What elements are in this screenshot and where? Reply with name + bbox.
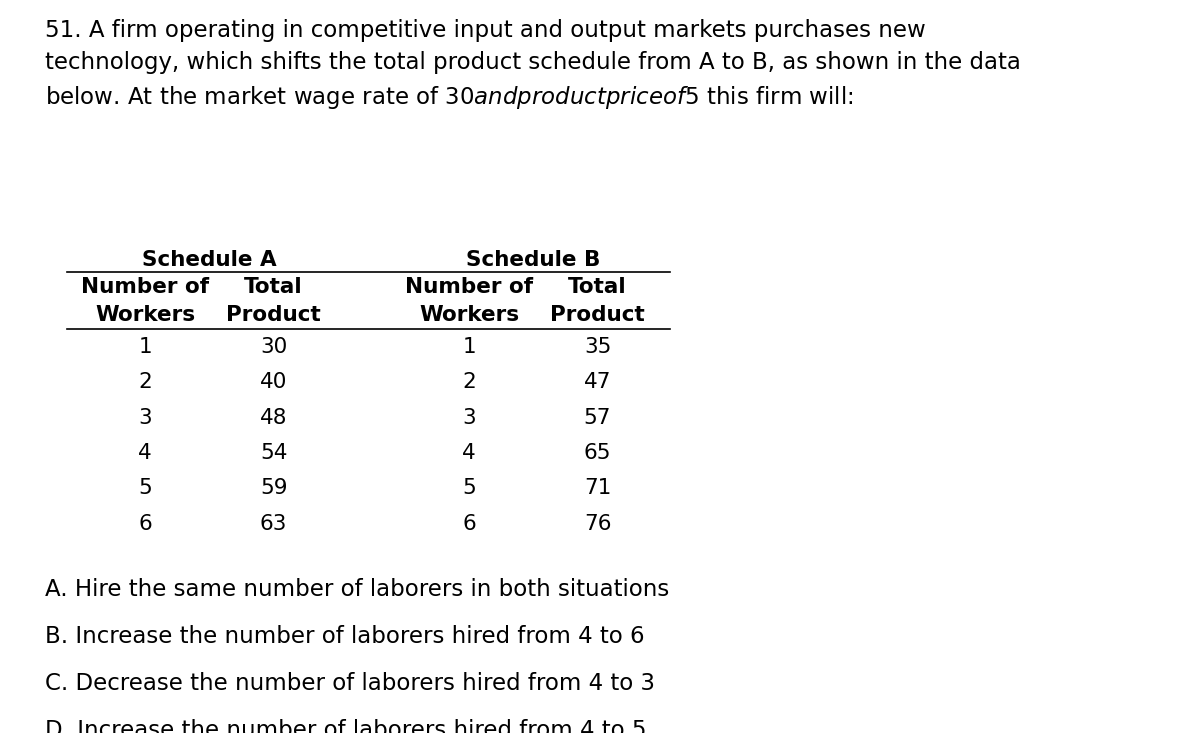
Text: 2: 2 (138, 372, 152, 392)
Text: 35: 35 (584, 336, 611, 357)
Text: 3: 3 (138, 408, 152, 427)
Text: 47: 47 (584, 372, 611, 392)
Text: 48: 48 (260, 408, 287, 427)
Text: Number of: Number of (82, 277, 209, 297)
Text: 1: 1 (138, 336, 152, 357)
Text: C. Decrease the number of laborers hired from 4 to 3: C. Decrease the number of laborers hired… (44, 672, 655, 696)
Text: 1: 1 (462, 336, 476, 357)
Text: 40: 40 (260, 372, 287, 392)
Text: 3: 3 (462, 408, 476, 427)
Text: Total: Total (245, 277, 302, 297)
Text: 5: 5 (138, 479, 152, 498)
Text: 65: 65 (584, 443, 611, 463)
Text: Workers: Workers (95, 304, 196, 325)
Text: 5: 5 (462, 479, 476, 498)
Text: B. Increase the number of laborers hired from 4 to 6: B. Increase the number of laborers hired… (44, 625, 644, 648)
Text: 2: 2 (462, 372, 476, 392)
Text: Product: Product (550, 304, 644, 325)
Text: Product: Product (227, 304, 322, 325)
Text: Workers: Workers (419, 304, 520, 325)
Text: Schedule A: Schedule A (142, 250, 277, 270)
Text: 30: 30 (260, 336, 287, 357)
Text: 71: 71 (584, 479, 611, 498)
Text: 76: 76 (584, 514, 611, 534)
Text: 6: 6 (462, 514, 476, 534)
Text: A. Hire the same number of laborers in both situations: A. Hire the same number of laborers in b… (44, 578, 668, 601)
Text: 54: 54 (260, 443, 287, 463)
Text: 4: 4 (462, 443, 476, 463)
Text: D. Increase the number of laborers hired from 4 to 5: D. Increase the number of laborers hired… (44, 719, 646, 733)
Text: 51. A firm operating in competitive input and output markets purchases new
techn: 51. A firm operating in competitive inpu… (44, 19, 1020, 111)
Text: Total: Total (569, 277, 626, 297)
Text: 57: 57 (584, 408, 611, 427)
Text: 4: 4 (138, 443, 152, 463)
Text: 59: 59 (260, 479, 287, 498)
Text: Number of: Number of (406, 277, 533, 297)
Text: 63: 63 (260, 514, 287, 534)
Text: 6: 6 (138, 514, 152, 534)
Text: Schedule B: Schedule B (466, 250, 600, 270)
